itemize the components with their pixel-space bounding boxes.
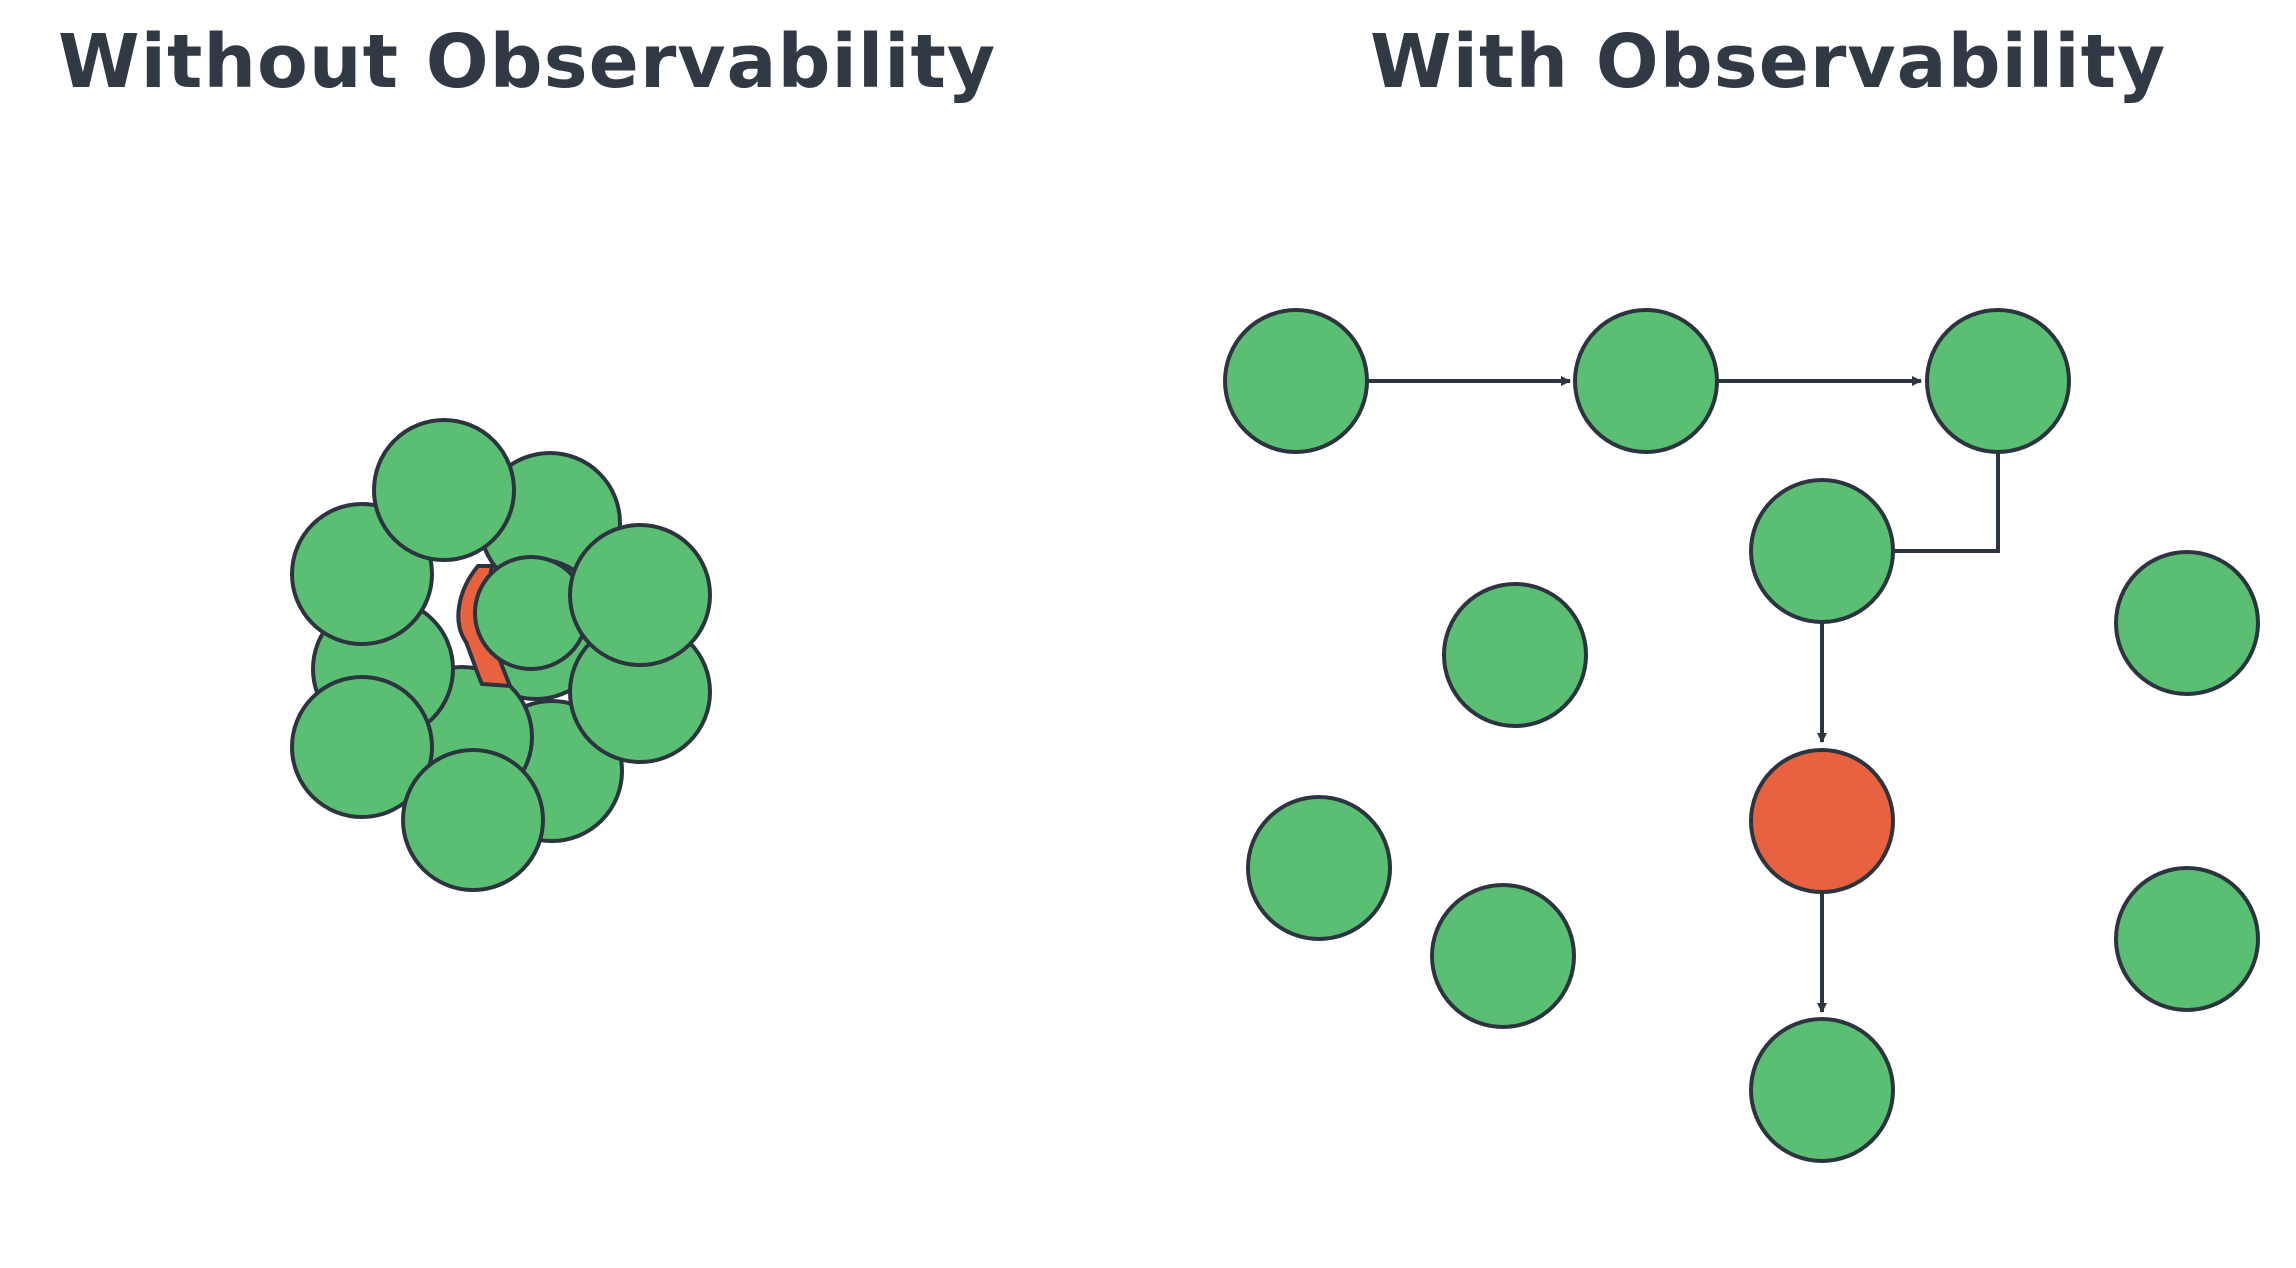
graph-node-n1 — [1223, 308, 1369, 454]
graph-node-n3 — [1925, 308, 2071, 454]
graph-node-n6 — [1749, 1017, 1895, 1163]
graph-node-n5-failing — [1749, 748, 1895, 894]
with-observability-title: With Observability — [1370, 19, 2167, 105]
cluster-node — [401, 748, 545, 892]
right-graph — [1223, 308, 2260, 1163]
cluster-node — [568, 523, 712, 667]
graph-node-n10 — [1430, 883, 1576, 1029]
graph-node-n2 — [1573, 308, 1719, 454]
graph-node-n4 — [1749, 478, 1895, 624]
cluster-node — [290, 675, 434, 819]
graph-node-n11 — [2114, 866, 2260, 1012]
graph-node-n7 — [1442, 582, 1588, 728]
without-observability-title: Without Observability — [58, 19, 997, 105]
cluster-node — [473, 555, 589, 671]
edge-n3-n4 — [1893, 452, 2000, 553]
cluster-node — [372, 418, 516, 562]
left-cluster — [290, 418, 712, 892]
graph-node-n8 — [2114, 550, 2260, 696]
graph-node-n9 — [1246, 795, 1392, 941]
